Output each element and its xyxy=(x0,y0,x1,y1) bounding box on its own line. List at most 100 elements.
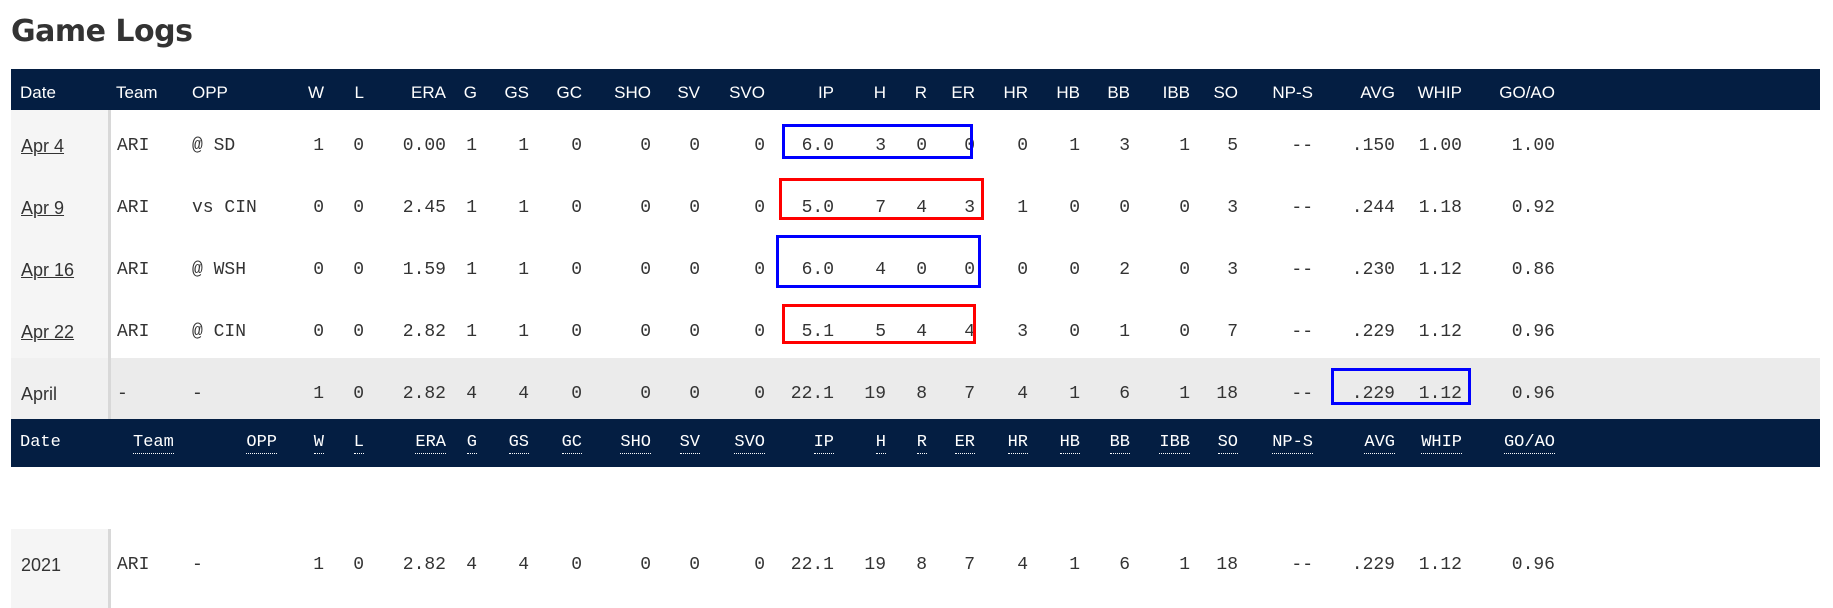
cell-era: 2.45 xyxy=(402,198,446,218)
column-header-hb[interactable]: HB xyxy=(1059,419,1080,467)
column-header-label[interactable]: AVG xyxy=(1364,433,1395,454)
column-header-gs[interactable]: GS xyxy=(504,83,529,102)
column-header-ip[interactable]: IP xyxy=(813,419,834,467)
cell-so: 3 xyxy=(1227,260,1238,280)
column-header-label[interactable]: R xyxy=(916,433,927,454)
column-header-label[interactable]: HR xyxy=(1007,433,1028,454)
column-header-label[interactable]: GS xyxy=(508,433,529,454)
cell-ibb: 0 xyxy=(1179,198,1190,218)
column-header-g[interactable]: G xyxy=(463,83,477,102)
column-header-bb[interactable]: BB xyxy=(1109,419,1130,467)
column-header-nps[interactable]: NP-S xyxy=(1272,419,1313,467)
column-header-label[interactable]: BB xyxy=(1109,433,1130,454)
game-date-link[interactable]: Apr 9 xyxy=(21,198,65,218)
column-header-r[interactable]: R xyxy=(914,83,927,102)
column-header-er[interactable]: ER xyxy=(951,83,975,102)
column-header-ibb[interactable]: IBB xyxy=(1162,83,1190,102)
column-header-whip[interactable]: WHIP xyxy=(1421,419,1462,467)
game-date-link[interactable]: Apr 22 xyxy=(21,322,75,342)
column-header-ibb[interactable]: IBB xyxy=(1159,419,1190,467)
column-header-label[interactable]: NP-S xyxy=(1272,433,1313,454)
cell-hr: 3 xyxy=(1017,322,1028,342)
column-header-label[interactable]: ER xyxy=(954,433,975,454)
column-header-hb[interactable]: HB xyxy=(1056,83,1080,102)
column-header-label[interactable]: GO/AO xyxy=(1503,433,1555,454)
column-header-r[interactable]: R xyxy=(916,419,927,467)
column-header-team[interactable]: Team xyxy=(116,83,158,102)
cell-gs: 1 xyxy=(518,260,529,280)
column-header-goao[interactable]: GO/AO xyxy=(1503,419,1555,467)
column-header-date[interactable]: Date xyxy=(20,433,61,452)
column-header-label[interactable]: SV xyxy=(679,433,700,454)
column-header-svo[interactable]: SVO xyxy=(729,83,765,102)
column-header-bb[interactable]: BB xyxy=(1107,83,1130,102)
column-header-er[interactable]: ER xyxy=(954,419,975,467)
column-header-sho[interactable]: SHO xyxy=(620,419,651,467)
column-header-label[interactable]: L xyxy=(353,433,364,454)
season-header-row: Date Team OPP W L ERA G GS GC SHO SV SVO IP H R ER HR HB B… xyxy=(11,419,1820,467)
column-header-h[interactable]: H xyxy=(875,419,886,467)
cell-sv: 0 xyxy=(689,198,700,218)
column-header-avg[interactable]: AVG xyxy=(1360,83,1395,102)
column-header-label[interactable]: SHO xyxy=(620,433,651,454)
column-header-gc[interactable]: GC xyxy=(561,419,582,467)
column-header-w[interactable]: W xyxy=(307,83,324,102)
column-header-w[interactable]: W xyxy=(313,419,324,467)
column-header-sv[interactable]: SV xyxy=(679,419,700,467)
column-header-l[interactable]: L xyxy=(353,419,364,467)
cell-h: 19 xyxy=(864,555,886,575)
column-header-sv[interactable]: SV xyxy=(677,83,700,102)
cell-ibb: 0 xyxy=(1179,322,1190,342)
cell-so: 3 xyxy=(1227,198,1238,218)
game-date-link[interactable]: Apr 16 xyxy=(21,260,75,280)
cell-date: April xyxy=(21,384,58,404)
column-header-label[interactable]: SVO xyxy=(734,433,765,454)
column-header-era[interactable]: ERA xyxy=(415,419,446,467)
column-header-label[interactable]: W xyxy=(313,433,324,454)
column-header-so[interactable]: SO xyxy=(1213,83,1238,102)
cell-ip: 5.0 xyxy=(801,198,834,218)
column-header-hr[interactable]: HR xyxy=(1007,419,1028,467)
column-header-gs[interactable]: GS xyxy=(508,419,529,467)
cell-team: ARI xyxy=(117,260,150,280)
column-header-h[interactable]: H xyxy=(873,83,886,102)
column-header-label[interactable]: IBB xyxy=(1159,433,1190,454)
cell-w: 0 xyxy=(313,322,324,342)
column-header-label[interactable]: GC xyxy=(561,433,582,454)
column-header-nps[interactable]: NP-S xyxy=(1272,83,1313,102)
column-header-team[interactable]: Team xyxy=(133,419,174,467)
column-header-sho[interactable]: SHO xyxy=(614,83,651,102)
column-header-opp[interactable]: OPP xyxy=(192,83,228,102)
game-date-link[interactable]: Apr 4 xyxy=(21,136,65,156)
column-header-label[interactable]: HB xyxy=(1059,433,1080,454)
column-header-date[interactable]: Date xyxy=(20,83,56,102)
column-header-label[interactable]: ERA xyxy=(415,433,446,454)
cell-date: 2021 xyxy=(21,555,62,575)
column-header-label[interactable]: Team xyxy=(133,433,174,454)
column-header-so[interactable]: SO xyxy=(1217,419,1238,467)
column-header-g[interactable]: G xyxy=(466,419,477,467)
cell-w: 0 xyxy=(313,260,324,280)
column-header-l[interactable]: L xyxy=(354,83,364,102)
column-header-opp[interactable]: OPP xyxy=(246,419,277,467)
cell-goao: 0.96 xyxy=(1511,322,1555,342)
column-header-gc[interactable]: GC xyxy=(556,83,583,102)
season-total-row: 2021 ARI - 1 0 2.82 4 4 0 0 0 0 22.1 19 8 7 4 1 6 1 18 -- .229… xyxy=(11,529,1820,608)
column-header-label[interactable]: H xyxy=(875,433,886,454)
cell-goao: 1.00 xyxy=(1511,136,1555,156)
cell-avg: .150 xyxy=(1351,136,1395,156)
cell-sv: 0 xyxy=(689,260,700,280)
column-header-label[interactable]: G xyxy=(466,433,477,454)
column-header-label[interactable]: SO xyxy=(1217,433,1238,454)
column-header-whip[interactable]: WHIP xyxy=(1417,83,1462,102)
column-header-goao[interactable]: GO/AO xyxy=(1499,83,1555,102)
column-header-svo[interactable]: SVO xyxy=(734,419,765,467)
column-header-era[interactable]: ERA xyxy=(411,83,446,102)
column-header-label[interactable]: IP xyxy=(813,433,834,454)
column-header-ip[interactable]: IP xyxy=(817,83,834,102)
column-header-label[interactable]: WHIP xyxy=(1421,433,1462,454)
column-header-avg[interactable]: AVG xyxy=(1364,419,1395,467)
column-header-hr[interactable]: HR xyxy=(1003,83,1028,102)
cell-ibb: 1 xyxy=(1179,555,1190,575)
column-header-label[interactable]: OPP xyxy=(246,433,277,454)
